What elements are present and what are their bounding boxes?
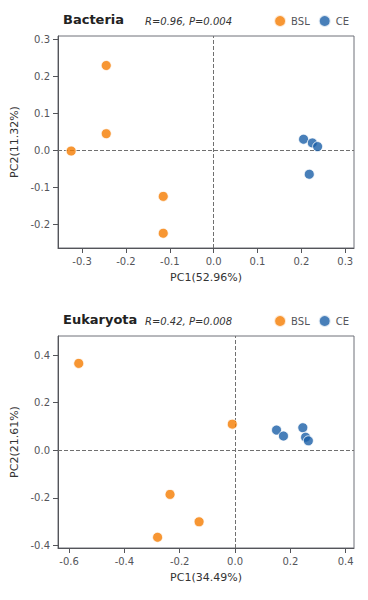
svg-text:-0.2: -0.2 — [30, 492, 50, 503]
svg-text:0.3: 0.3 — [34, 34, 50, 45]
svg-text:0.4: 0.4 — [338, 556, 354, 567]
svg-text:BSL: BSL — [291, 16, 310, 27]
svg-text:BSL: BSL — [291, 316, 310, 327]
svg-text:0.0: 0.0 — [227, 556, 243, 567]
svg-text:Bacteria: Bacteria — [63, 12, 124, 27]
svg-text:0.2: 0.2 — [293, 256, 309, 267]
svg-text:-0.2: -0.2 — [170, 556, 190, 567]
svg-text:CE: CE — [336, 16, 349, 27]
svg-text:-0.1: -0.1 — [30, 182, 50, 193]
svg-text:0.1: 0.1 — [34, 108, 50, 119]
svg-text:-0.4: -0.4 — [115, 556, 135, 567]
svg-text:PC1(34.49%): PC1(34.49%) — [170, 571, 242, 584]
svg-text:R=0.42, P=0.008: R=0.42, P=0.008 — [145, 316, 232, 327]
svg-text:0.4: 0.4 — [34, 350, 50, 361]
svg-text:-0.1: -0.1 — [160, 256, 180, 267]
svg-text:-0.4: -0.4 — [30, 540, 50, 551]
svg-text:-0.3: -0.3 — [72, 256, 92, 267]
svg-text:R=0.96, P=0.004: R=0.96, P=0.004 — [145, 16, 232, 27]
svg-text:0.2: 0.2 — [34, 71, 50, 82]
svg-text:0.3: 0.3 — [337, 256, 353, 267]
svg-text:PC1(52.96%): PC1(52.96%) — [170, 271, 242, 284]
svg-text:-0.2: -0.2 — [116, 256, 136, 267]
svg-text:0.1: 0.1 — [250, 256, 266, 267]
svg-text:0.2: 0.2 — [282, 556, 298, 567]
svg-text:0.0: 0.0 — [34, 445, 50, 456]
svg-text:0.0: 0.0 — [206, 256, 222, 267]
svg-text:-0.2: -0.2 — [30, 219, 50, 230]
svg-text:PC2(11.32%): PC2(11.32%) — [8, 106, 21, 178]
svg-text:CE: CE — [336, 316, 349, 327]
svg-text:-0.6: -0.6 — [59, 556, 79, 567]
svg-text:0.2: 0.2 — [34, 397, 50, 408]
svg-text:Eukaryota: Eukaryota — [63, 312, 137, 327]
svg-text:PC2(21.61%): PC2(21.61%) — [8, 406, 21, 478]
svg-text:0.0: 0.0 — [34, 145, 50, 156]
